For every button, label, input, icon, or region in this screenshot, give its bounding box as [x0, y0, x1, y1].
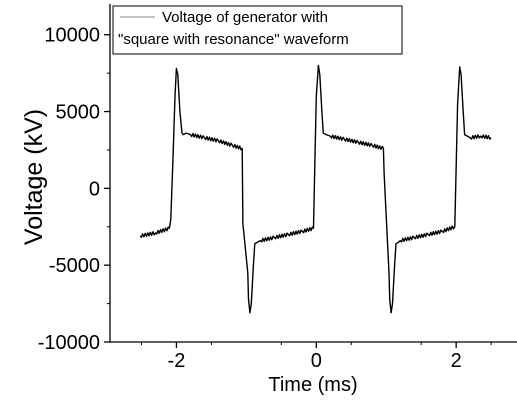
y-tick-label: 5000 — [56, 102, 101, 124]
legend-label: "square with resonance" waveform — [118, 31, 349, 48]
series-line-0 — [139, 64, 492, 314]
x-axis-label: Time (ms) — [268, 374, 357, 396]
x-tick-label: 2 — [451, 350, 462, 372]
x-tick-label: -2 — [168, 350, 186, 372]
y-tick-label: 10000 — [44, 25, 100, 47]
series-layer — [139, 64, 492, 314]
y-tick-label: 0 — [89, 178, 100, 200]
legend-box — [112, 5, 403, 55]
plot-frame — [109, 4, 517, 343]
x-axis: -2 0 2 — [140, 342, 492, 372]
y-tick-label: -10000 — [38, 332, 100, 354]
y-axis: -10000 -5000 0 5000 10000 — [38, 25, 110, 354]
legend-label: Voltage of generator with — [162, 9, 328, 26]
legend: Voltage of generator with "square with re… — [112, 5, 403, 55]
x-tick-label: 0 — [311, 350, 322, 372]
y-tick-label: -5000 — [49, 255, 100, 277]
y-axis-label: Voltage (kV) — [20, 109, 48, 245]
